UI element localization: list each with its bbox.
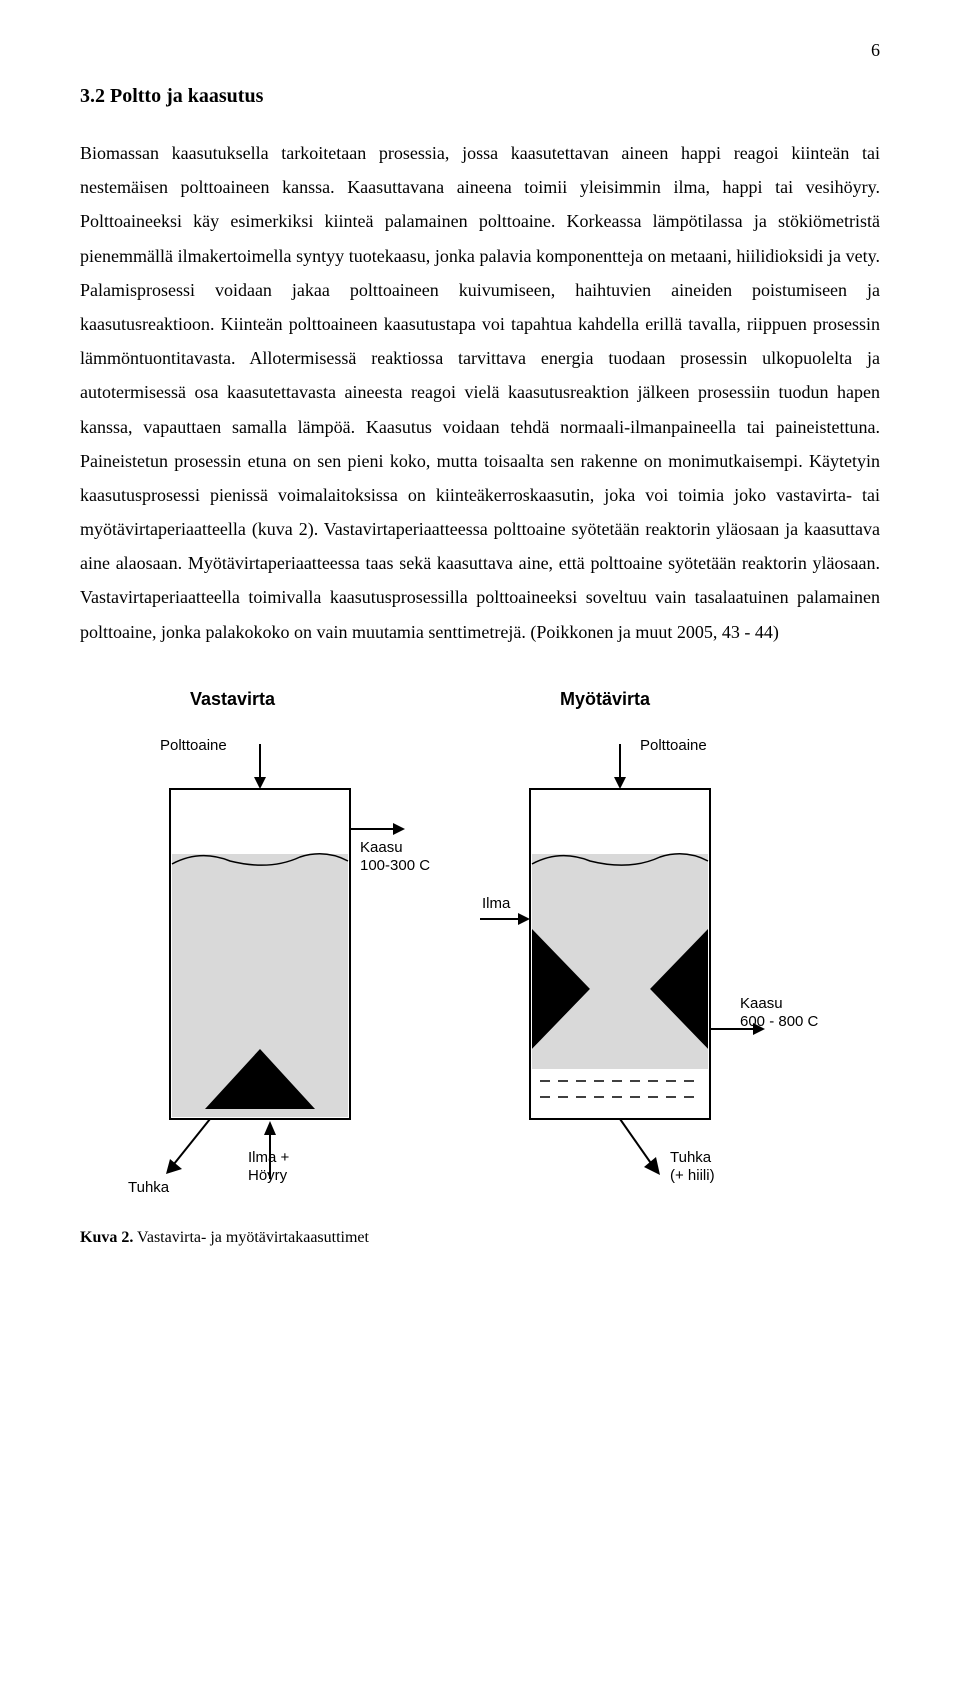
figure-caption-bold: Kuva 2. bbox=[80, 1229, 133, 1246]
label-tuhka-left: Tuhka bbox=[128, 1179, 169, 1196]
diagram-svg bbox=[100, 689, 860, 1209]
page: 6 3.2 Poltto ja kaasutus Biomassan kaasu… bbox=[0, 0, 960, 1287]
label-polttoaine-left: Polttoaine bbox=[160, 737, 227, 754]
page-number: 6 bbox=[80, 40, 880, 61]
section-heading: 3.2 Poltto ja kaasutus bbox=[80, 85, 880, 108]
figure-caption: Kuva 2. Vastavirta- ja myötävirtakaasutt… bbox=[80, 1229, 880, 1247]
label-ilma-hoyry-1: Ilma + bbox=[248, 1149, 289, 1166]
label-kaasu-right-1: Kaasu bbox=[740, 995, 783, 1012]
label-ilma: Ilma bbox=[482, 895, 510, 912]
label-tuhka-right-2: (+ hiili) bbox=[670, 1167, 715, 1184]
figure-caption-rest: Vastavirta- ja myötävirtakaasuttimet bbox=[133, 1229, 369, 1246]
label-ilma-hoyry-2: Höyry bbox=[248, 1167, 287, 1184]
label-polttoaine-right: Polttoaine bbox=[640, 737, 707, 754]
gasifier-diagram: Vastavirta Myötävirta bbox=[100, 689, 860, 1209]
label-tuhka-right-1: Tuhka bbox=[670, 1149, 711, 1166]
label-kaasu-left-1: Kaasu bbox=[360, 839, 403, 856]
label-kaasu-left-2: 100-300 C bbox=[360, 857, 430, 874]
label-kaasu-right-2: 600 - 800 C bbox=[740, 1013, 818, 1030]
body-paragraph: Biomassan kaasutuksella tarkoitetaan pro… bbox=[80, 136, 880, 649]
